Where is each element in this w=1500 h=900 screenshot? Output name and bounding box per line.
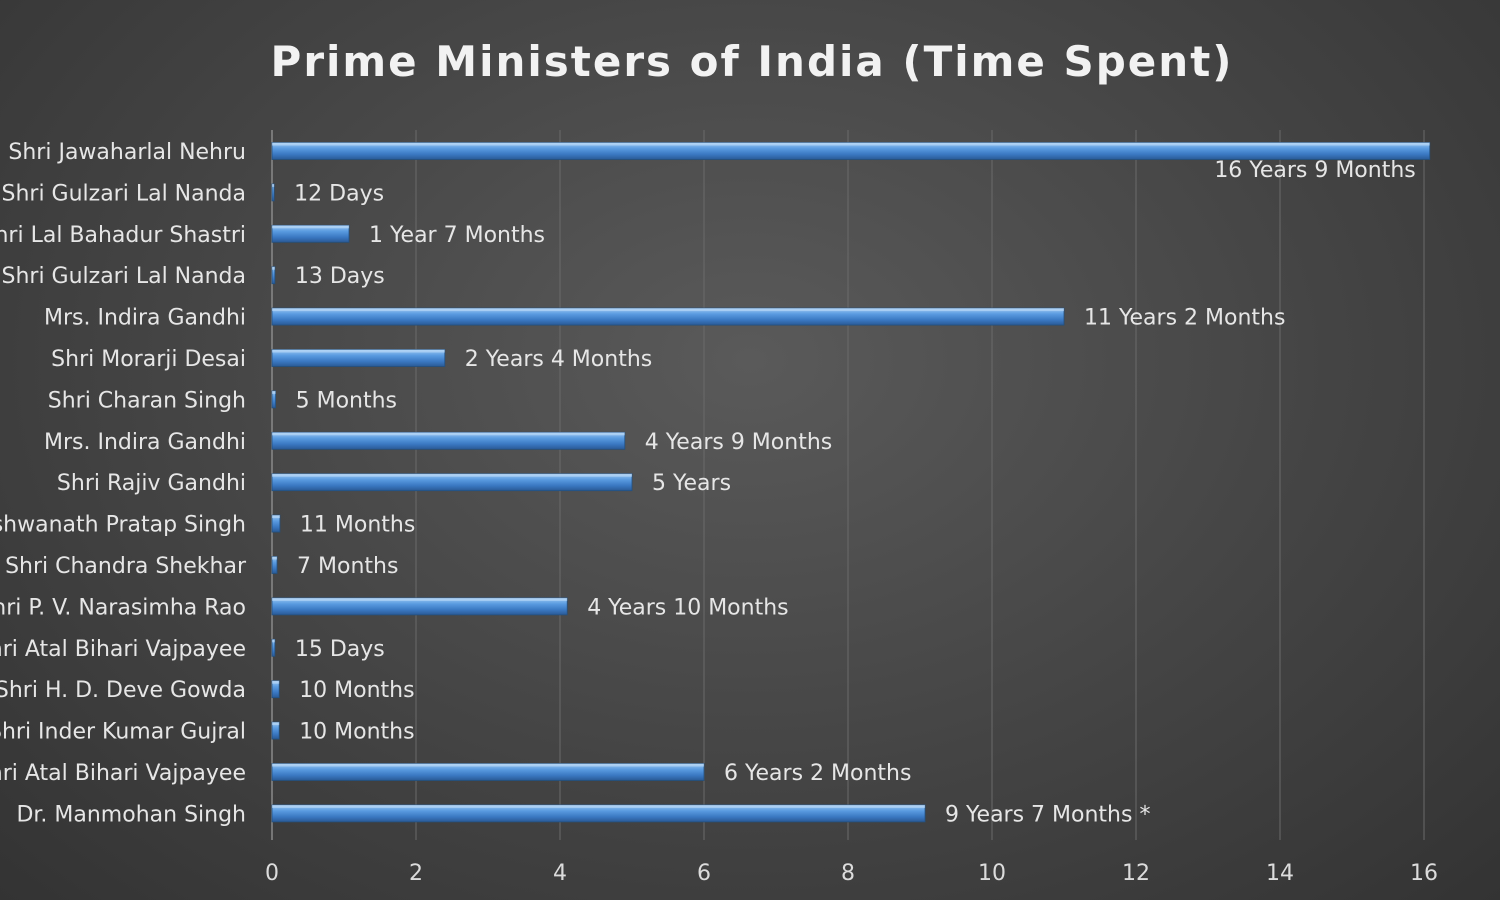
bar-highlight <box>272 515 280 519</box>
bar-highlight <box>272 266 275 270</box>
bar-highlight <box>272 556 278 560</box>
bar-highlight <box>272 597 568 601</box>
data-label: 11 Years 2 Months <box>1084 306 1285 331</box>
data-label: 5 Months <box>296 388 397 413</box>
bar-highlight <box>272 473 632 477</box>
bar-highlight <box>272 349 445 353</box>
chart-title: Prime Ministers of India (Time Spent) <box>271 37 1234 86</box>
data-label: 13 Days <box>295 264 385 289</box>
x-tick-label: 0 <box>265 861 279 886</box>
category-label: Shri Atal Bihari Vajpayee <box>0 761 246 786</box>
bar-highlight <box>272 390 276 394</box>
category-label: Shri Inder Kumar Gujral <box>0 720 246 745</box>
data-label: 5 Years <box>652 471 731 496</box>
bar-highlight <box>272 722 280 726</box>
category-label: Shri Charan Singh <box>48 388 246 413</box>
data-label: 7 Months <box>297 554 398 579</box>
bar-highlight <box>272 308 1064 312</box>
data-label: 1 Year 7 Months <box>369 223 545 248</box>
category-label: Shri Vishwanath Pratap Singh <box>0 513 246 538</box>
gridlines <box>271 130 1425 840</box>
x-tick-label: 14 <box>1266 861 1294 886</box>
data-label: 4 Years 10 Months <box>587 595 788 620</box>
bars <box>271 142 1431 823</box>
data-label: 2 Years 4 Months <box>465 347 652 372</box>
data-label: 10 Months <box>299 720 414 745</box>
x-tick-label: 8 <box>841 861 855 886</box>
bar-highlight <box>272 804 926 808</box>
category-label: Dr. Manmohan Singh <box>16 802 246 827</box>
x-tick-label: 2 <box>409 861 423 886</box>
category-label: Shri Rajiv Gandhi <box>57 471 246 496</box>
category-label: Shri Gulzari Lal Nanda <box>1 181 246 206</box>
x-tick-label: 12 <box>1122 861 1150 886</box>
category-label: Shri Morarji Desai <box>51 347 246 372</box>
data-label: 9 Years 7 Months * <box>945 802 1150 827</box>
data-label: 12 Days <box>294 181 384 206</box>
bar-highlight <box>272 142 1430 146</box>
category-label: Shri Atal Bihari Vajpayee <box>0 637 246 662</box>
data-label: 6 Years 2 Months <box>724 761 911 786</box>
labels: 0 2 4 6 8 10 12 14 16 Shri Jawaharlal Nehru 16 Yea… <box>0 140 1438 886</box>
category-label: Shri Gulzari Lal Nanda <box>1 264 246 289</box>
data-label: 15 Days <box>295 637 385 662</box>
data-label: 10 Months <box>299 678 414 703</box>
bar-highlight <box>272 680 280 684</box>
category-label: Shri Lal Bahadur Shastri <box>0 223 246 248</box>
bar-highlight <box>272 183 275 187</box>
category-label: Shri P. V. Narasimha Rao <box>0 595 246 620</box>
bar-highlight <box>272 432 625 436</box>
x-tick-label: 6 <box>697 861 711 886</box>
category-label: Shri Chandra Shekhar <box>5 554 247 579</box>
bar-highlight <box>272 763 704 767</box>
x-tick-label: 16 <box>1410 861 1438 886</box>
x-tick-label: 10 <box>978 861 1006 886</box>
x-tick-label: 4 <box>553 861 567 886</box>
bar-highlight <box>272 225 350 229</box>
category-label: Mrs. Indira Gandhi <box>44 306 246 331</box>
category-label: Shri Jawaharlal Nehru <box>8 140 246 165</box>
category-label: Mrs. Indira Gandhi <box>44 430 246 455</box>
category-label: Shri H. D. Deve Gowda <box>0 678 246 703</box>
data-label: 16 Years 9 Months <box>1214 158 1415 183</box>
bar-highlight <box>272 639 275 643</box>
data-label: 4 Years 9 Months <box>645 430 832 455</box>
data-label: 11 Months <box>300 513 415 538</box>
